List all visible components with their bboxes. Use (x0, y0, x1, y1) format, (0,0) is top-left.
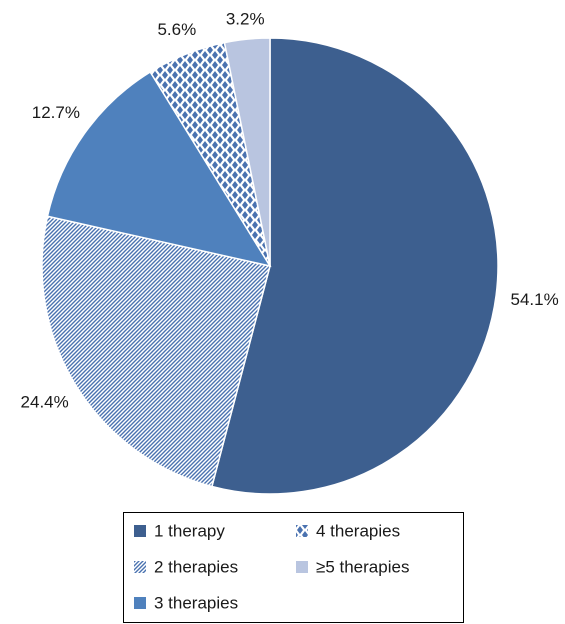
legend-swatch (296, 525, 308, 537)
legend-label: 2 therapies (154, 557, 238, 576)
legend-swatch (134, 561, 146, 573)
data-label: 3.2% (226, 10, 265, 29)
legend-swatch (134, 525, 146, 537)
legend-box (123, 512, 464, 623)
legend-label: 1 therapy (154, 521, 225, 540)
data-label: 24.4% (21, 393, 69, 412)
data-label: 5.6% (157, 20, 196, 39)
legend-label: 3 therapies (154, 593, 238, 612)
legend-swatch (134, 597, 146, 609)
data-label: 12.7% (32, 103, 80, 122)
data-label: 54.1% (511, 290, 559, 309)
legend-label: ≥5 therapies (316, 557, 409, 576)
pie-slice (223, 37, 271, 267)
legend-label: 4 therapies (316, 521, 400, 540)
pie-slice (46, 70, 272, 268)
legend-swatch (296, 561, 308, 573)
pie-slice (210, 37, 499, 495)
pie-slice (41, 215, 271, 488)
